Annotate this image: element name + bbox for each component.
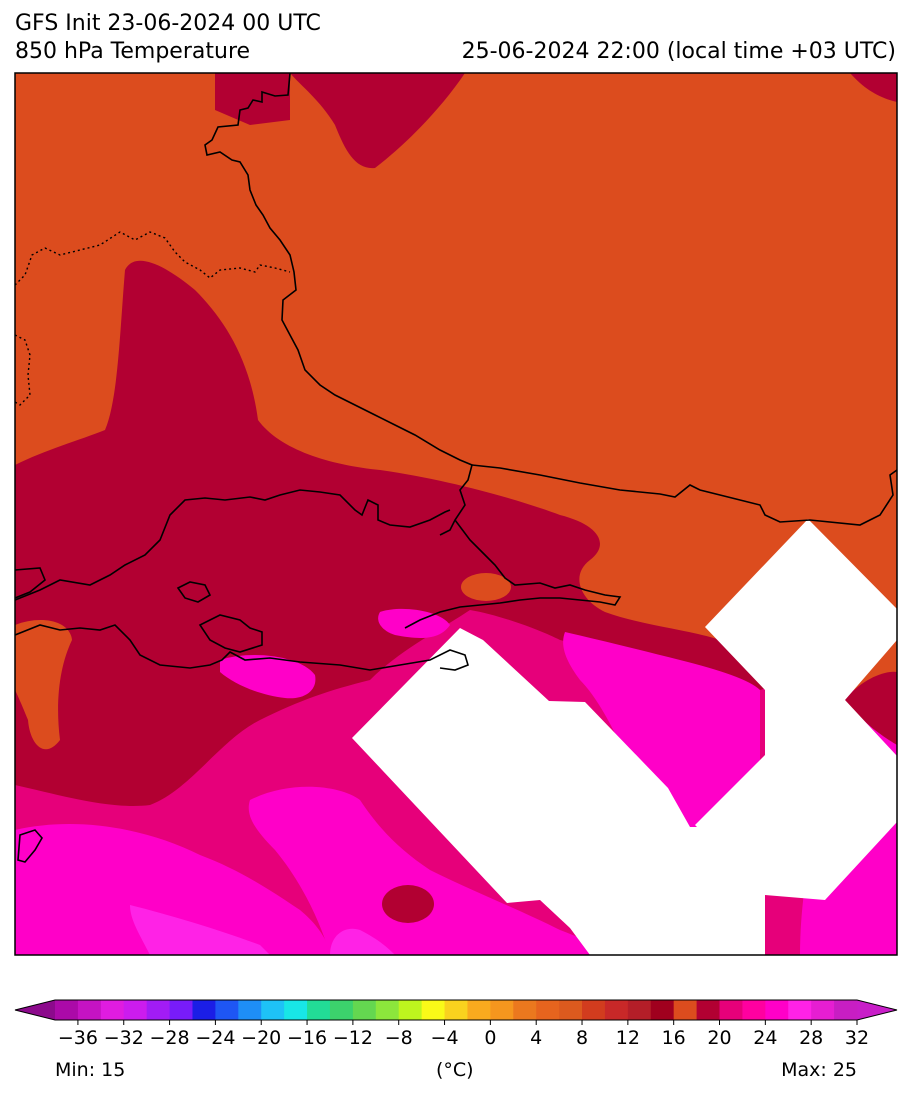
colorbar-cell [467, 1000, 491, 1020]
colorbar-cell [650, 1000, 675, 1020]
colorbar-tick-label: −8 [385, 1027, 413, 1049]
band-24-26-sw [130, 905, 270, 955]
coastline-black-sea-west [204, 72, 473, 536]
colorbar: −36 −32 −28 −24 −20 −16 −12 −8 −4 0 4 8 12 16 20 24 28 32 [14, 999, 898, 1049]
colorbar-cell [215, 1000, 239, 1020]
colorbar-tick-label: 16 [662, 1027, 686, 1049]
coastlines [14, 72, 898, 863]
band-22-24-south [15, 824, 330, 955]
max-value-label: Max: 25 [781, 1059, 857, 1081]
colorbar-cell [788, 1000, 812, 1020]
colorbar-cell [375, 1000, 400, 1020]
colorbar-tick-label: −16 [287, 1027, 327, 1049]
band-24-26-south [330, 928, 395, 955]
colorbar-tick-label: 4 [530, 1027, 542, 1049]
colorbar-cell [627, 1000, 652, 1020]
colorbar-outline [14, 999, 898, 1021]
colorbar-cell [559, 1000, 583, 1020]
colorbar-extend-min [15, 1000, 55, 1020]
colorbar-cell [582, 1000, 606, 1020]
band-18-20-ne-corner [850, 73, 897, 102]
colorbar-cell [444, 1000, 468, 1020]
missing-data-east [695, 519, 897, 900]
colorbar-cell [100, 1000, 125, 1020]
coastline-marmara-north [14, 489, 451, 601]
island-marmara [176, 581, 212, 603]
colorbar-cell [604, 1000, 629, 1020]
colorbar-cell [123, 1000, 148, 1020]
political-borders [14, 231, 291, 406]
island-marmara-2 [198, 614, 263, 653]
colorbar-tick-label: 32 [845, 1027, 869, 1049]
colorbar-tick-label: 12 [616, 1027, 640, 1049]
colorbar-cell [55, 1000, 79, 1020]
colorbar-cell [329, 1000, 354, 1020]
colorbar-cell [284, 1000, 308, 1020]
temperature-map [14, 72, 898, 956]
border-north [14, 231, 291, 286]
colorbar-cells [14, 999, 898, 1021]
colorbar-tick-label: −32 [104, 1027, 144, 1049]
band-18-20-north-lobe [290, 73, 465, 169]
band-18-20-north [215, 73, 290, 125]
missing-data-center [352, 628, 765, 955]
band-22-24-nw [220, 655, 316, 699]
model-init-title: GFS Init 23-06-2024 00 UTC [15, 11, 321, 36]
colorbar-cell [192, 1000, 216, 1020]
colorbar-tick-label: 20 [707, 1027, 731, 1049]
colorbar-extend-max [857, 1000, 897, 1020]
colorbar-cell [673, 1000, 698, 1020]
map-frame [14, 72, 898, 956]
colorbar-tick-label: −28 [150, 1027, 190, 1049]
coastline-marmara-south [14, 624, 469, 671]
min-value-label: Min: 15 [55, 1059, 126, 1081]
colorbar-tick-label: −20 [241, 1027, 281, 1049]
colorbar-tick-label: 28 [799, 1027, 823, 1049]
colorbar-tick-label: −12 [333, 1027, 373, 1049]
colorbar-cell [398, 1000, 423, 1020]
colorbar-cell [696, 1000, 721, 1020]
variable-title: 850 hPa Temperature [15, 39, 251, 64]
band-16-18-enclave-west [15, 620, 72, 750]
coastline-black-sea-south [471, 464, 898, 526]
band-18-20-south-blob [382, 885, 434, 923]
coastline-bosphorus [404, 519, 622, 629]
band-16-18-enclave-center [461, 573, 511, 601]
colorbar-tick-label: −36 [58, 1027, 98, 1049]
colorbar-cell [765, 1000, 789, 1020]
colorbar-tick-label: −24 [195, 1027, 235, 1049]
colorbar-cell [536, 1000, 560, 1020]
colorbar-cell [352, 1000, 377, 1020]
band-22-24-center [248, 786, 610, 955]
island-aegean [17, 829, 43, 863]
colorbar-tick-label: −4 [431, 1027, 459, 1049]
colorbar-cell [719, 1000, 743, 1020]
colorbar-cell [490, 1000, 514, 1020]
colorbar-cell [169, 1000, 193, 1020]
colorbar-cell [421, 1000, 446, 1020]
colorbar-unit-label: (°C) [436, 1059, 474, 1081]
colorbar-cell [742, 1000, 766, 1020]
colorbar-tick-label: 8 [576, 1027, 588, 1049]
band-18-20-east-blob [845, 671, 897, 745]
colorbar-cell [238, 1000, 262, 1020]
colorbar-ticks: −36 −32 −28 −24 −20 −16 −12 −8 −4 0 4 8 12 16 20 24 28 32 [58, 1020, 869, 1049]
colorbar-cell [146, 1000, 171, 1020]
colorbar-tick-label: 24 [753, 1027, 777, 1049]
valid-time-title: 25-06-2024 22:00 (local time +03 UTC) [461, 39, 896, 64]
border-west [14, 334, 31, 406]
colorbar-cell [811, 1000, 835, 1020]
colorbar-cell [513, 1000, 537, 1020]
colorbar-cell [307, 1000, 331, 1020]
coastline-aegean-west [14, 567, 46, 599]
colorbar-cell [261, 1000, 285, 1020]
colorbar-tick-label: 0 [484, 1027, 496, 1049]
colorbar-cell [77, 1000, 102, 1020]
colorbar-cell [834, 1000, 858, 1020]
